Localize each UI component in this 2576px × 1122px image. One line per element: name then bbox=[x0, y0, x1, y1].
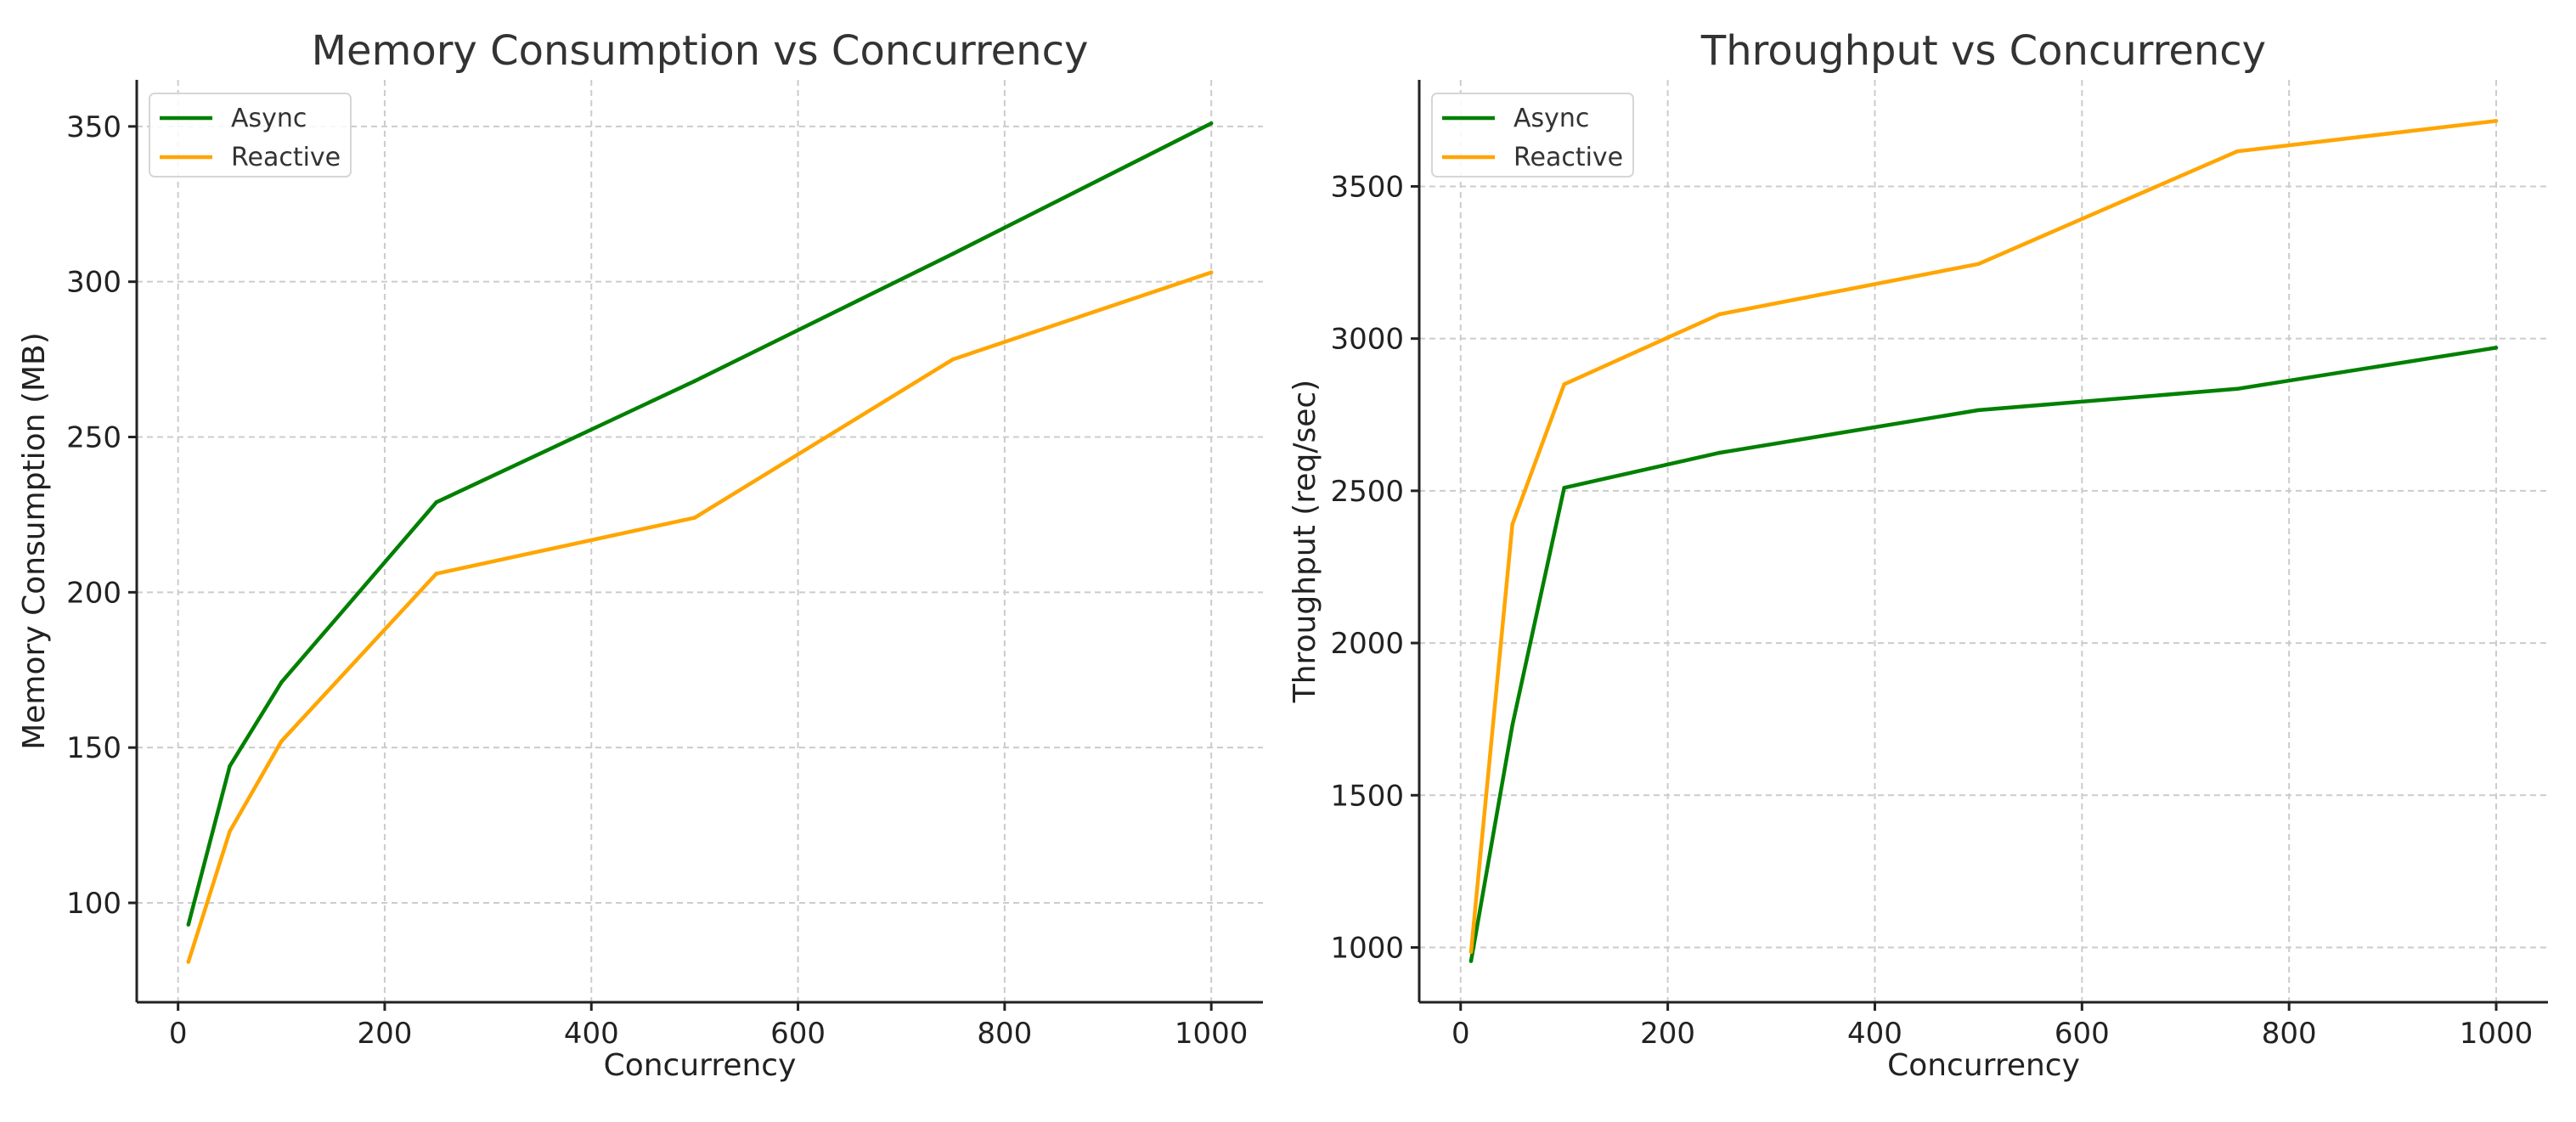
throughput-x-tick-label: 400 bbox=[1847, 1017, 1902, 1051]
memory-y-tick-label: 200 bbox=[66, 576, 121, 610]
memory-x-tick-label: 200 bbox=[358, 1017, 413, 1051]
throughput-x-tick-label: 200 bbox=[1640, 1017, 1695, 1051]
memory-y-tick-label: 350 bbox=[66, 110, 121, 144]
throughput-async-point bbox=[1976, 408, 1981, 413]
memory-x-tick-label: 600 bbox=[770, 1017, 826, 1051]
memory-chart-panel: 0 200 400 600 800 1000 100 150 200 250 300 350 Memor… bbox=[17, 27, 1263, 1083]
memory-async-line bbox=[186, 121, 1213, 926]
throughput-legend-reactive-label: Reactive bbox=[1513, 143, 1623, 172]
memory-async-point bbox=[279, 680, 284, 685]
throughput-reactive-line bbox=[1468, 119, 2497, 953]
throughput-reactive-point bbox=[1468, 950, 1474, 955]
throughput-reactive-point bbox=[2235, 149, 2240, 154]
memory-y-axis-label: Memory Consumption (MB) bbox=[17, 332, 52, 750]
memory-legend-reactive-label: Reactive bbox=[231, 143, 341, 172]
memory-y-tick-label: 250 bbox=[66, 421, 121, 455]
throughput-y-tick-label: 1000 bbox=[1330, 931, 1404, 965]
throughput-reactive-point bbox=[1976, 262, 1981, 267]
throughput-y-tick-label: 1500 bbox=[1330, 779, 1404, 813]
throughput-chart-title: Throughput vs Concurrency bbox=[1700, 27, 2266, 75]
memory-async-point bbox=[186, 922, 191, 927]
throughput-async-line bbox=[1468, 346, 2497, 961]
throughput-legend: Async Reactive bbox=[1431, 93, 1634, 178]
throughput-y-tick-label: 3500 bbox=[1330, 170, 1404, 204]
throughput-y-axis-label: Throughput (req/sec) bbox=[1288, 380, 1322, 703]
throughput-async-point bbox=[1468, 959, 1474, 963]
throughput-y-tick-label: 3000 bbox=[1330, 323, 1404, 357]
throughput-async-point bbox=[2235, 386, 2240, 392]
memory-x-axis-label: Concurrency bbox=[604, 1048, 797, 1083]
throughput-reactive-point bbox=[1717, 312, 1722, 317]
memory-async-point bbox=[692, 379, 697, 383]
memory-reactive-point bbox=[186, 960, 191, 964]
throughput-reactive-point bbox=[2494, 119, 2499, 123]
memory-chart-title: Memory Consumption vs Concurrency bbox=[312, 27, 1089, 75]
memory-async-point bbox=[950, 251, 955, 257]
throughput-y-tick-label: 2000 bbox=[1330, 627, 1404, 661]
throughput-reactive-point bbox=[1510, 522, 1515, 527]
memory-legend: Async Reactive bbox=[149, 93, 352, 178]
throughput-x-tick-label: 0 bbox=[1451, 1017, 1470, 1051]
throughput-async-point bbox=[1717, 450, 1722, 455]
throughput-async-point bbox=[1510, 723, 1515, 728]
memory-async-point bbox=[434, 499, 439, 505]
throughput-x-tick-label: 1000 bbox=[2460, 1017, 2534, 1051]
memory-y-tick-label: 100 bbox=[66, 887, 121, 921]
throughput-y-tick-label: 2500 bbox=[1330, 475, 1404, 509]
memory-async-point bbox=[1209, 121, 1214, 126]
throughput-chart-panel: 0 200 400 600 800 1000 1000 1500 2000 2500 3000 350… bbox=[1288, 27, 2548, 1083]
throughput-async-point bbox=[1562, 485, 1566, 490]
memory-reactive-point bbox=[1209, 270, 1214, 275]
memory-async-point bbox=[228, 764, 232, 769]
memory-x-tick-label: 0 bbox=[169, 1017, 188, 1051]
memory-x-tick-label: 400 bbox=[564, 1017, 619, 1051]
memory-reactive-point bbox=[434, 572, 439, 576]
memory-x-tick-label: 800 bbox=[977, 1017, 1032, 1051]
throughput-reactive-point bbox=[1562, 382, 1566, 386]
throughput-x-axis-label: Concurrency bbox=[1887, 1048, 2080, 1083]
memory-legend-async-label: Async bbox=[231, 104, 307, 133]
memory-y-tick-label: 150 bbox=[66, 731, 121, 765]
memory-reactive-point bbox=[950, 357, 955, 362]
throughput-legend-async-label: Async bbox=[1513, 104, 1589, 133]
memory-x-tick-label: 1000 bbox=[1175, 1017, 1249, 1051]
throughput-async-point bbox=[2494, 346, 2499, 350]
throughput-x-tick-label: 600 bbox=[2055, 1017, 2110, 1051]
memory-reactive-point bbox=[692, 516, 697, 520]
memory-reactive-point bbox=[228, 829, 232, 834]
throughput-x-tick-label: 800 bbox=[2262, 1017, 2317, 1051]
memory-reactive-line bbox=[186, 270, 1212, 963]
memory-y-tick-label: 300 bbox=[66, 266, 121, 300]
memory-reactive-point bbox=[279, 739, 284, 744]
